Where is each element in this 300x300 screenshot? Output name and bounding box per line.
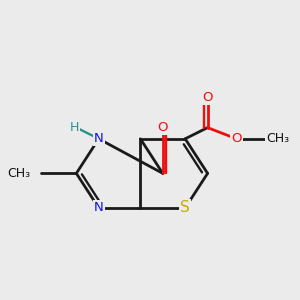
Text: H: H bbox=[70, 121, 80, 134]
Text: CH₃: CH₃ bbox=[7, 167, 30, 180]
Text: O: O bbox=[158, 121, 168, 134]
Text: O: O bbox=[231, 132, 242, 145]
Text: N: N bbox=[94, 132, 104, 145]
Text: O: O bbox=[202, 91, 213, 104]
Text: S: S bbox=[180, 200, 190, 215]
Text: CH₃: CH₃ bbox=[266, 132, 289, 145]
Text: N: N bbox=[94, 201, 104, 214]
